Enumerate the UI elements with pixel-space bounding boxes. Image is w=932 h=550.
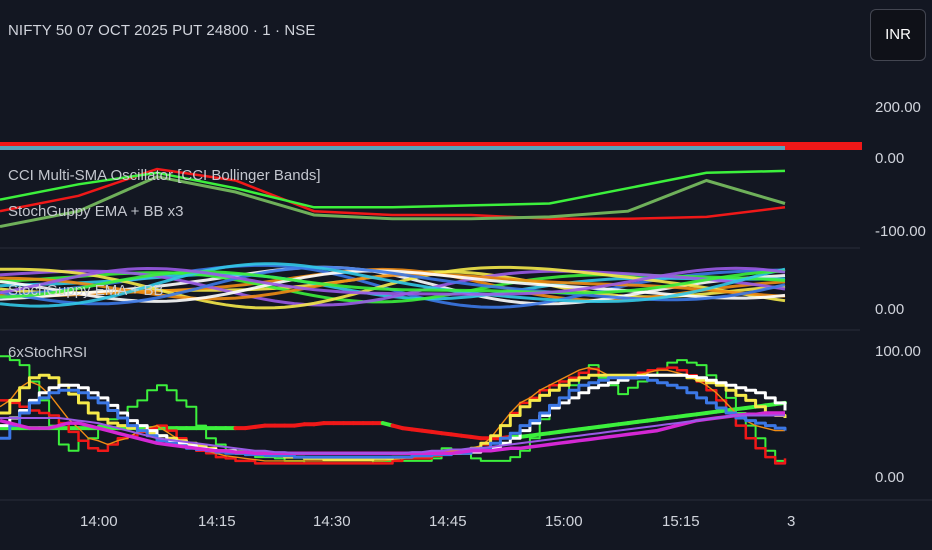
x-tick-label: 14:15	[198, 513, 236, 530]
stochguppy-series-line	[0, 269, 786, 299]
stochrsi-pane	[0, 355, 787, 465]
x-tick-label: 15:15	[662, 513, 700, 530]
stochrsi-series-line	[0, 414, 785, 455]
stochguppy-x3-indicator-label[interactable]: StochGuppy EMA + BB x3	[8, 203, 184, 220]
cci-upper-band	[0, 146, 785, 150]
y-tick-label: 100.00	[875, 343, 921, 360]
cci-series-line	[0, 175, 786, 228]
y-tick-label: 0.00	[875, 301, 904, 318]
stochrsi-indicator-label[interactable]: 6xStochRSI	[8, 344, 88, 361]
cci-series-line	[0, 167, 786, 221]
y-tick-label: 200.00	[875, 99, 921, 116]
stochguppy-series-line	[0, 262, 786, 308]
stochrsi-series-line	[0, 376, 787, 459]
stochguppy-pane	[0, 262, 786, 310]
currency-button[interactable]: INR	[870, 9, 926, 61]
x-tick-label: 15:00	[545, 513, 583, 530]
y-tick-label: 0.00	[875, 469, 904, 486]
cci-series-line	[0, 169, 786, 209]
currency-button-label: INR	[885, 26, 911, 43]
symbol-title[interactable]: NIFTY 50 07 OCT 2025 PUT 24800 · 1 · NSE	[8, 22, 316, 39]
cci-indicator-label[interactable]: CCI Multi-SMA Oscillator [CCI Bollinger …	[8, 167, 321, 184]
x-tick-label: 3	[787, 513, 795, 530]
stochguppy-series-line	[0, 265, 786, 310]
stochguppy-series-line	[0, 266, 786, 296]
stochguppy-indicator-label[interactable]: StochGuppy EMA + BB	[8, 282, 164, 299]
cci-pane	[0, 142, 862, 228]
x-tick-label: 14:30	[313, 513, 351, 530]
y-tick-label: -100.00	[875, 223, 926, 240]
x-tick-label: 14:00	[80, 513, 118, 530]
stochguppy-series-line	[0, 269, 786, 307]
y-tick-label: 0.00	[875, 150, 904, 167]
x-tick-label: 14:45	[429, 513, 467, 530]
